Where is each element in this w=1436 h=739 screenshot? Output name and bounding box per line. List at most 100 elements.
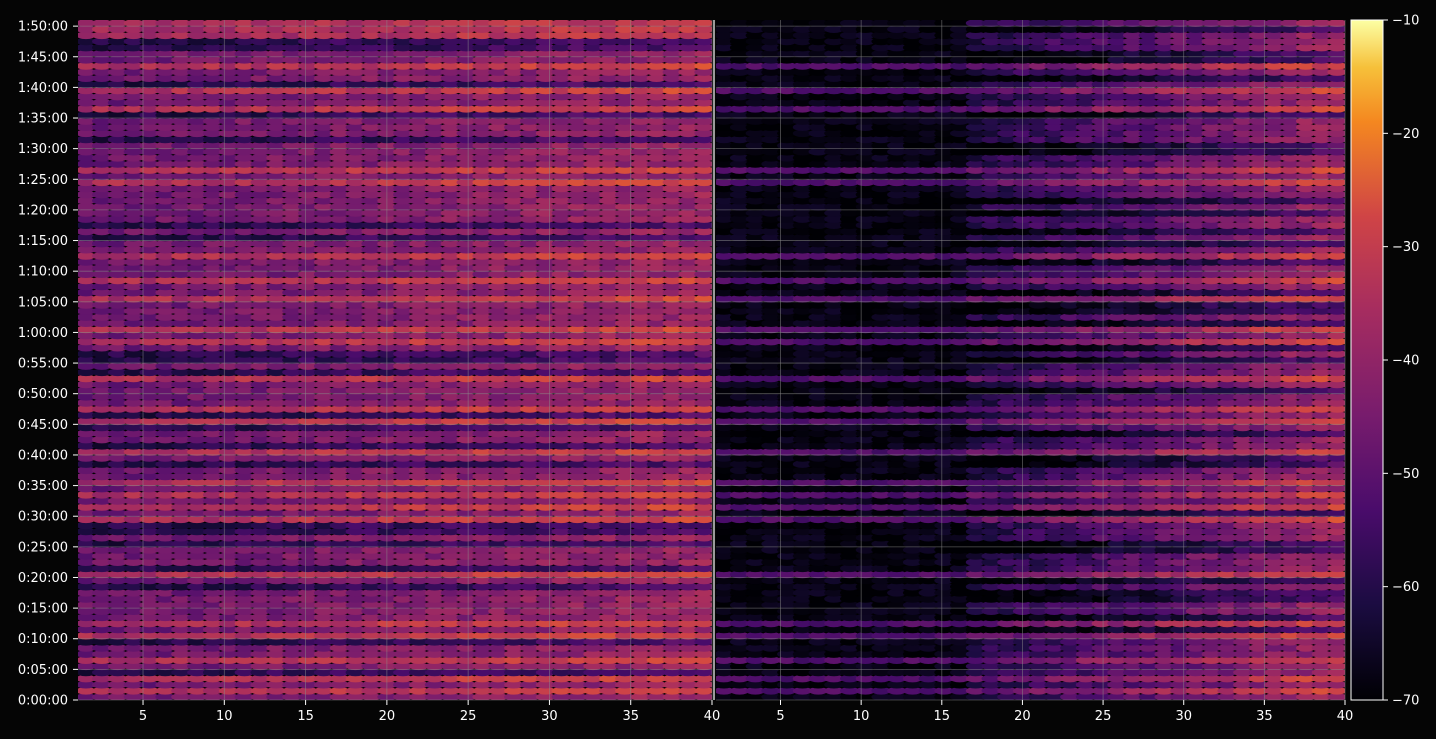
- heatmap-cell: [535, 62, 556, 70]
- heatmap-cell: [187, 282, 207, 291]
- heatmap-cell: [646, 423, 667, 432]
- heatmap-cell: [218, 613, 239, 622]
- heatmap-cell: [250, 20, 271, 27]
- heatmap-cell: [313, 631, 334, 640]
- heatmap-cell: [615, 117, 635, 125]
- heatmap-cell: [662, 166, 683, 174]
- heatmap-cell: [92, 86, 112, 95]
- heatmap-cell: [662, 184, 683, 193]
- heatmap-cell: [313, 86, 334, 95]
- heatmap-cell: [646, 619, 667, 628]
- heatmap-cell: [504, 497, 524, 505]
- heatmap-cell: [424, 288, 445, 297]
- heatmap-cell: [535, 417, 556, 426]
- heatmap-cell: [218, 135, 239, 144]
- heatmap-cell: [583, 313, 603, 321]
- heatmap-cell: [535, 92, 556, 101]
- heatmap-cell: [187, 294, 207, 303]
- heatmap-cell: [424, 203, 445, 211]
- heatmap-cell: [583, 533, 603, 542]
- heatmap-cell: [361, 380, 382, 389]
- heatmap-cell: [440, 98, 461, 107]
- heatmap-cell: [519, 337, 540, 346]
- heatmap-cell: [282, 674, 302, 683]
- heatmap-cell: [456, 417, 477, 426]
- heatmap-cell: [187, 472, 207, 481]
- heatmap-cell: [282, 595, 302, 603]
- heatmap-cell: [745, 619, 765, 628]
- heatmap-cell: [171, 503, 191, 511]
- heatmap-cell: [918, 638, 938, 646]
- heatmap-cell: [123, 411, 144, 419]
- heatmap-cell: [409, 442, 429, 450]
- heatmap-cell: [551, 460, 572, 468]
- heatmap-cell: [107, 454, 128, 462]
- heatmap-cell: [361, 331, 382, 340]
- heatmap-cell: [662, 411, 683, 419]
- heatmap-cell: [456, 552, 477, 560]
- heatmap-cell: [551, 196, 572, 205]
- heatmap-cell: [424, 491, 445, 499]
- heatmap-cell: [1185, 656, 1206, 664]
- heatmap-cell: [504, 37, 524, 46]
- heatmap-cell: [472, 356, 493, 364]
- heatmap-cell: [123, 638, 144, 646]
- heatmap-cell: [187, 356, 207, 364]
- heatmap-cell: [472, 160, 493, 168]
- heatmap-cell: [630, 582, 651, 591]
- heatmap-cell: [646, 613, 667, 622]
- heatmap-cell: [155, 576, 175, 585]
- heatmap-cell: [123, 674, 144, 683]
- heatmap-cell: [615, 435, 635, 444]
- heatmap-cell: [567, 325, 588, 334]
- heatmap-cell: [678, 540, 698, 548]
- heatmap-cell: [393, 576, 413, 585]
- heatmap-cell: [139, 423, 160, 432]
- heatmap-cell: [234, 301, 255, 309]
- heatmap-cell: [472, 589, 493, 597]
- heatmap-cell: [583, 25, 603, 33]
- heatmap-cell: [583, 631, 603, 640]
- heatmap-cell: [615, 252, 635, 260]
- heatmap-cell: [630, 509, 651, 517]
- heatmap-cell: [646, 74, 667, 82]
- heatmap-cell: [361, 589, 382, 597]
- heatmap-cell: [777, 650, 797, 658]
- heatmap-cell: [504, 147, 524, 156]
- heatmap-cell: [567, 552, 588, 560]
- heatmap-cell: [599, 662, 619, 671]
- heatmap-cell: [662, 313, 683, 321]
- heatmap-cell: [424, 49, 445, 58]
- heatmap-cell: [409, 693, 429, 700]
- heatmap-cell: [155, 74, 175, 82]
- heatmap-cell: [234, 619, 255, 628]
- heatmap-cell: [615, 411, 635, 419]
- heatmap-cell: [761, 668, 781, 677]
- heatmap-cell: [535, 515, 556, 524]
- heatmap-cell: [282, 282, 302, 291]
- heatmap-cell: [488, 294, 508, 303]
- heatmap-cell: [187, 147, 207, 156]
- heatmap-cell: [202, 221, 223, 229]
- heatmap-cell: [329, 656, 350, 664]
- heatmap-cell: [519, 386, 540, 395]
- heatmap-cell: [361, 117, 382, 125]
- heatmap-cell: [282, 301, 302, 309]
- heatmap-cell: [234, 442, 255, 450]
- heatmap-cell: [329, 417, 350, 426]
- heatmap-cell: [107, 674, 128, 683]
- heatmap-cell: [266, 595, 286, 603]
- heatmap-cell: [472, 92, 493, 101]
- heatmap-cell: [424, 105, 445, 113]
- heatmap-cell: [456, 625, 477, 634]
- heatmap-cell: [662, 576, 683, 585]
- heatmap-cell: [519, 111, 540, 119]
- heatmap-cell: [123, 662, 144, 671]
- heatmap-cell: [488, 350, 508, 358]
- heatmap-cell: [824, 619, 844, 628]
- heatmap-cell: [218, 687, 239, 695]
- heatmap-cell: [1075, 619, 1096, 628]
- heatmap-cell: [678, 386, 698, 395]
- heatmap-cell: [694, 258, 712, 266]
- heatmap-cell: [519, 160, 540, 168]
